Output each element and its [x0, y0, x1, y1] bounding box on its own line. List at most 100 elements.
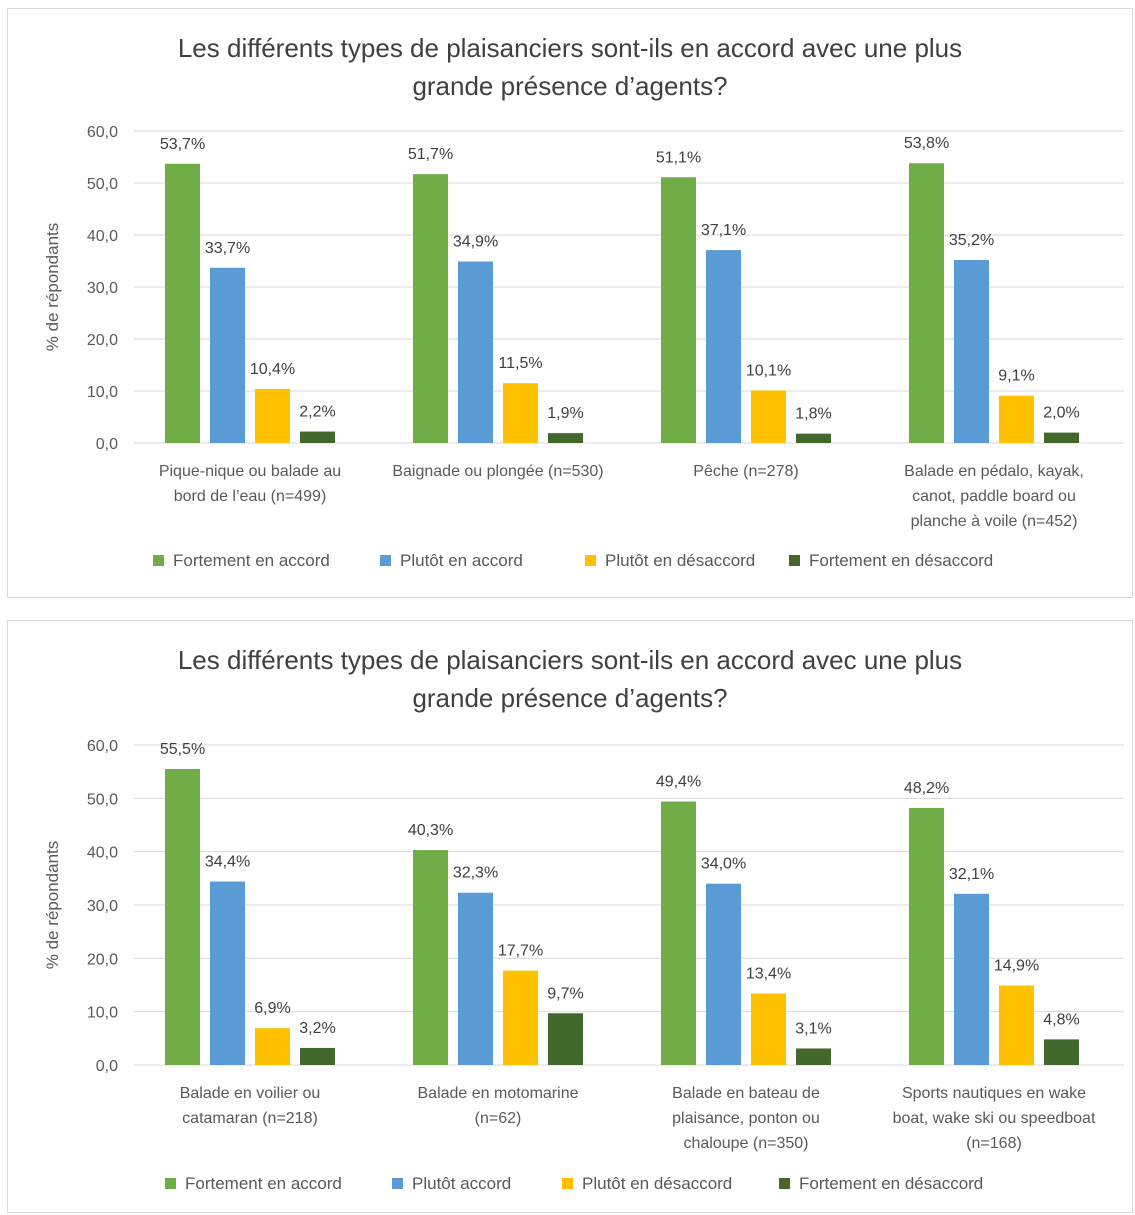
legend-label: Plutôt accord	[412, 1174, 511, 1193]
chart-title-line: grande présence d’agents?	[412, 71, 727, 101]
data-label: 40,3%	[408, 822, 453, 839]
data-label: 4,8%	[1043, 1011, 1079, 1028]
data-label: 3,2%	[299, 1020, 335, 1037]
data-label: 13,4%	[746, 966, 791, 983]
bar-fortement-en-accord	[661, 801, 696, 1065]
data-label: 53,7%	[160, 136, 205, 153]
y-tick-label: 0,0	[96, 1058, 118, 1075]
data-label: 14,9%	[994, 958, 1039, 975]
legend-label: Plutôt en accord	[400, 551, 523, 570]
category-label: Baignade ou plongée (n=530)	[392, 463, 603, 480]
category-label: chaloupe (n=350)	[684, 1135, 809, 1152]
legend-swatch	[779, 1178, 790, 1189]
y-tick-label: 10,0	[87, 384, 118, 401]
legend-swatch	[380, 555, 391, 566]
y-tick-label: 30,0	[87, 280, 118, 297]
legend-swatch	[153, 555, 164, 566]
data-label: 51,1%	[656, 149, 701, 166]
legend-label: Fortement en accord	[185, 1174, 342, 1193]
bar-fortement-en-accord	[165, 163, 200, 443]
legend-label: Plutôt en désaccord	[582, 1174, 732, 1193]
category-label: plaisance, ponton ou	[672, 1110, 820, 1127]
bar-fortement-en-d-saccord	[796, 1048, 831, 1065]
bar-plut-t-accord	[954, 893, 989, 1065]
bar-fortement-en-d-saccord	[300, 431, 335, 443]
legend-swatch	[165, 1178, 176, 1189]
data-label: 17,7%	[498, 943, 543, 960]
bar-plut-t-accord	[706, 883, 741, 1065]
y-tick-label: 40,0	[87, 228, 118, 245]
category-label: bord de l’eau (n=499)	[174, 488, 327, 505]
legend-swatch	[392, 1178, 403, 1189]
y-tick-label: 30,0	[87, 898, 118, 915]
bar-fortement-en-d-saccord	[1044, 432, 1079, 443]
y-tick-label: 10,0	[87, 1005, 118, 1022]
category-label: planche à voile (n=452)	[911, 513, 1078, 530]
legend-label: Plutôt en désaccord	[605, 551, 755, 570]
data-label: 34,4%	[205, 854, 250, 871]
data-label: 1,8%	[795, 406, 831, 423]
bar-plut-t-accord	[458, 892, 493, 1065]
category-label: Balade en voilier ou	[180, 1085, 321, 1102]
bar-plut-t-en-d-saccord	[503, 383, 538, 443]
data-label: 53,8%	[904, 135, 949, 152]
y-tick-label: 40,0	[87, 845, 118, 862]
data-label: 32,1%	[949, 866, 994, 883]
data-label: 37,1%	[701, 222, 746, 239]
data-label: 49,4%	[656, 774, 701, 791]
bar-fortement-en-accord	[413, 850, 448, 1065]
data-label: 10,1%	[746, 362, 791, 379]
data-label: 34,0%	[701, 856, 746, 873]
legend-swatch	[585, 555, 596, 566]
bar-plut-t-en-accord	[210, 267, 245, 443]
y-tick-label: 0,0	[96, 436, 118, 453]
chart-title-line: grande présence d’agents?	[412, 683, 727, 713]
data-label: 35,2%	[949, 232, 994, 249]
chart-panel-1: Les différents types de plaisanciers son…	[7, 8, 1133, 598]
bar-fortement-en-accord	[909, 807, 944, 1065]
legend-swatch	[789, 555, 800, 566]
bar-plut-t-accord	[210, 881, 245, 1065]
bar-plut-t-en-d-saccord	[751, 390, 786, 443]
bar-plut-t-en-d-saccord	[255, 1028, 290, 1065]
category-label: Pique-nique ou balade au	[159, 463, 341, 480]
chart-panel-2: Les différents types de plaisanciers son…	[7, 620, 1133, 1213]
data-label: 48,2%	[904, 780, 949, 797]
bar-fortement-en-d-saccord	[796, 433, 831, 443]
y-tick-label: 60,0	[87, 124, 118, 141]
bar-fortement-en-d-saccord	[548, 433, 583, 443]
bar-fortement-en-d-saccord	[548, 1013, 583, 1065]
category-label: (n=62)	[475, 1110, 522, 1127]
data-label: 6,9%	[254, 1000, 290, 1017]
category-label: boat, wake ski ou speedboat	[893, 1110, 1096, 1127]
category-label: Balade en motomarine	[418, 1085, 579, 1102]
legend-swatch	[562, 1178, 573, 1189]
category-label: canot, paddle board ou	[912, 488, 1076, 505]
data-label: 11,5%	[498, 355, 542, 372]
data-label: 3,1%	[795, 1020, 831, 1037]
legend-label: Fortement en accord	[173, 551, 330, 570]
y-axis-title: % de répondants	[43, 841, 62, 970]
data-label: 2,2%	[299, 404, 335, 421]
bar-plut-t-en-d-saccord	[999, 985, 1034, 1065]
bar-fortement-en-accord	[165, 769, 200, 1065]
category-label: Balade en pédalo, kayak,	[904, 463, 1084, 480]
bar-plut-t-en-accord	[458, 261, 493, 443]
data-label: 51,7%	[408, 146, 453, 163]
bar-fortement-en-d-saccord	[300, 1047, 335, 1065]
chart-2: Les différents types de plaisanciers son…	[43, 645, 1124, 1193]
category-label: Pêche (n=278)	[693, 463, 798, 480]
data-label: 32,3%	[453, 865, 498, 882]
data-label: 10,4%	[250, 361, 295, 378]
category-label: Sports nautiques en wake	[902, 1085, 1086, 1102]
y-tick-label: 20,0	[87, 332, 118, 349]
bar-fortement-en-accord	[661, 177, 696, 443]
data-label: 34,9%	[453, 234, 498, 251]
data-label: 55,5%	[160, 741, 205, 758]
chart-title-line: Les différents types de plaisanciers son…	[178, 645, 962, 675]
y-tick-label: 60,0	[87, 738, 118, 755]
legend-label: Fortement en désaccord	[799, 1174, 983, 1193]
bar-plut-t-en-d-saccord	[999, 395, 1034, 443]
data-label: 1,9%	[547, 405, 583, 422]
bar-fortement-en-d-saccord	[1044, 1039, 1079, 1065]
